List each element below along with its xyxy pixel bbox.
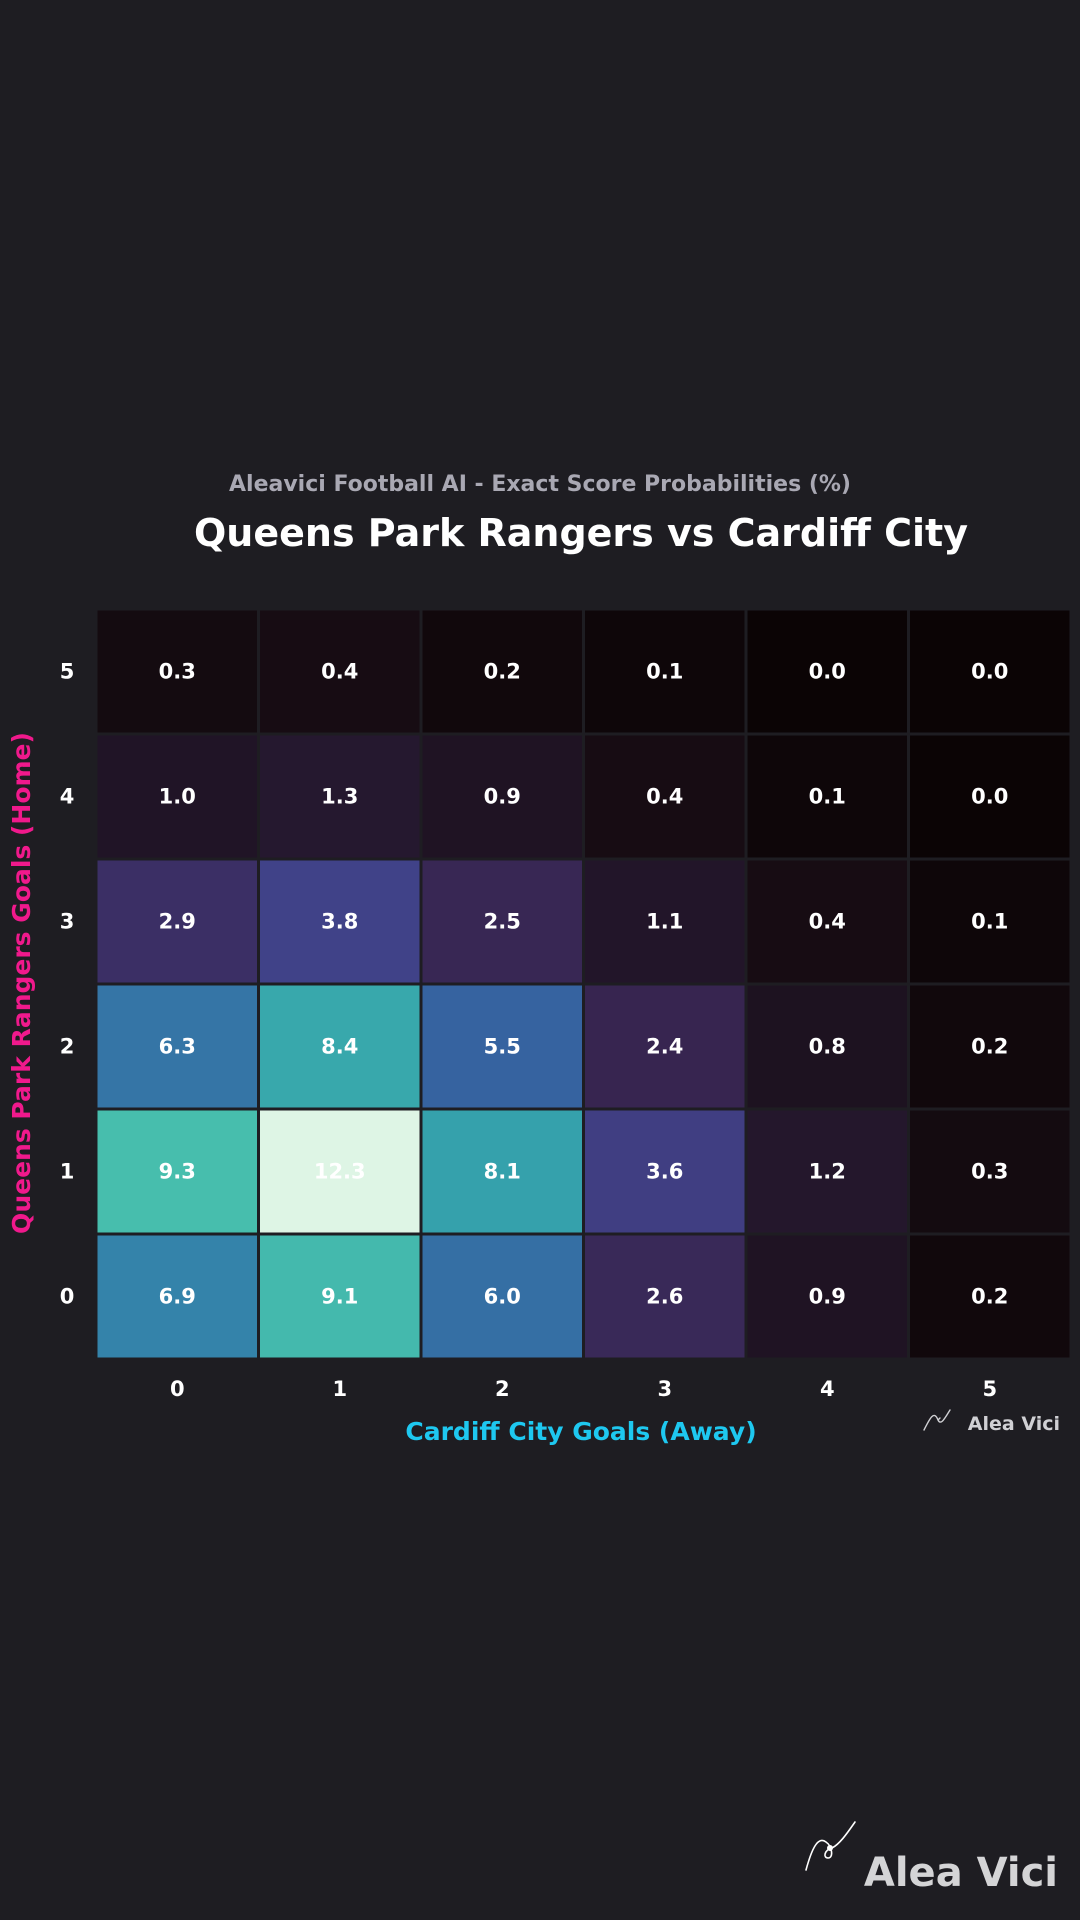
y-axis-ticks: 5 4 3 2 1 0 [60,660,75,1309]
heatmap-cell [744,1107,910,1236]
cell-value-label: 8.1 [484,1160,521,1184]
chart-title: Queens Park Rangers vs Cardiff City [194,511,968,555]
heatmap-cell [257,732,423,861]
heatmap-cell [907,1232,1073,1361]
cell-value-label: 1.1 [646,910,683,934]
cell-value-label: 0.9 [809,1285,846,1309]
y-axis-label: Queens Park Rangers Goals (Home) [7,732,36,1234]
heatmap-cell [419,982,585,1111]
heatmap-cell [907,1107,1073,1236]
heatmap-cell [907,607,1073,736]
signature-icon [805,1821,856,1871]
cell-value-label: 6.3 [159,1035,196,1059]
heatmap-cell [94,607,260,736]
heatmap-cell [744,857,910,986]
cell-value-label: 0.1 [971,910,1008,934]
cell-value-label: 0.9 [484,785,521,809]
y-tick-label: 3 [60,910,75,934]
heatmap-cell [582,857,748,986]
cell-value-label: 0.0 [809,660,846,684]
cell-value-label: 0.2 [971,1035,1008,1059]
cell-value-label: 3.8 [321,910,358,934]
watermark-small: Alea Vici [923,1409,1060,1435]
cell-value-label: 12.3 [314,1160,366,1184]
heatmap-cell [582,732,748,861]
cell-value-label: 2.4 [646,1035,683,1059]
cell-value-label: 1.0 [159,785,196,809]
heatmap-cell [907,982,1073,1111]
cell-value-label: 0.3 [971,1160,1008,1184]
chart-subtitle: Aleavici Football AI - Exact Score Proba… [229,472,851,497]
cell-value-label: 9.1 [321,1285,358,1309]
cell-value-label: 8.4 [321,1035,358,1059]
watermark-large-text: Alea Vici [864,1850,1058,1896]
x-tick-label: 5 [982,1377,997,1401]
cell-value-label: 0.1 [809,785,846,809]
cell-value-label: 0.8 [809,1035,846,1059]
watermark-small-text: Alea Vici [968,1413,1060,1435]
cell-value-label: 1.2 [809,1160,846,1184]
cell-value-label: 0.0 [971,785,1008,809]
cell-value-label: 2.6 [646,1285,683,1309]
watermark-large: Alea Vici [805,1821,1058,1896]
cell-value-label: 2.9 [159,910,196,934]
heatmap-cell-labels: 0.3 0.4 0.2 0.1 0.0 0.0 1.0 1.3 0.9 0.4 0.1 0.0 2.9 3… [159,660,1009,1309]
cell-value-label: 1.3 [321,785,358,809]
heatmap-cell [94,982,260,1111]
x-tick-label: 2 [495,1377,510,1401]
x-tick-label: 4 [820,1377,835,1401]
cell-value-label: 0.4 [646,785,683,809]
heatmap-cell [257,982,423,1111]
y-tick-label: 1 [60,1160,75,1184]
x-tick-label: 1 [332,1377,347,1401]
cell-value-label: 0.2 [484,660,521,684]
heatmap-cell [582,1232,748,1361]
x-tick-label: 0 [170,1377,185,1401]
y-tick-label: 5 [60,660,75,684]
cell-value-label: 0.0 [971,660,1008,684]
y-tick-label: 4 [60,785,75,809]
cell-value-label: 5.5 [484,1035,521,1059]
cell-value-label: 0.1 [646,660,683,684]
heatmap-cell [257,857,423,986]
heatmap-cell [419,607,585,736]
x-axis-ticks: 0 1 2 3 4 5 [170,1377,997,1401]
heatmap-cells [94,607,1073,1361]
cell-value-label: 2.5 [484,910,521,934]
x-tick-label: 3 [657,1377,672,1401]
signature-dot [827,1845,833,1851]
heatmap-cell [907,732,1073,861]
cell-value-label: 0.2 [971,1285,1008,1309]
cell-value-label: 6.0 [484,1285,521,1309]
cell-value-label: 9.3 [159,1160,196,1184]
heatmap-cell [907,857,1073,986]
cell-value-label: 3.6 [646,1160,683,1184]
y-tick-label: 0 [60,1285,75,1309]
signature-icon [923,1409,951,1431]
cell-value-label: 0.4 [321,660,358,684]
heatmap-cell [94,1232,260,1361]
x-axis-label: Cardiff City Goals (Away) [405,1417,756,1446]
heatmap-cell [419,1107,585,1236]
heatmap-cell [257,607,423,736]
heatmap-cell [744,1232,910,1361]
cell-value-label: 0.3 [159,660,196,684]
y-tick-label: 2 [60,1035,75,1059]
cell-value-label: 0.4 [809,910,846,934]
heatmap-cell [744,982,910,1111]
heatmap-cell [582,982,748,1111]
heatmap-cell [582,1107,748,1236]
cell-value-label: 6.9 [159,1285,196,1309]
